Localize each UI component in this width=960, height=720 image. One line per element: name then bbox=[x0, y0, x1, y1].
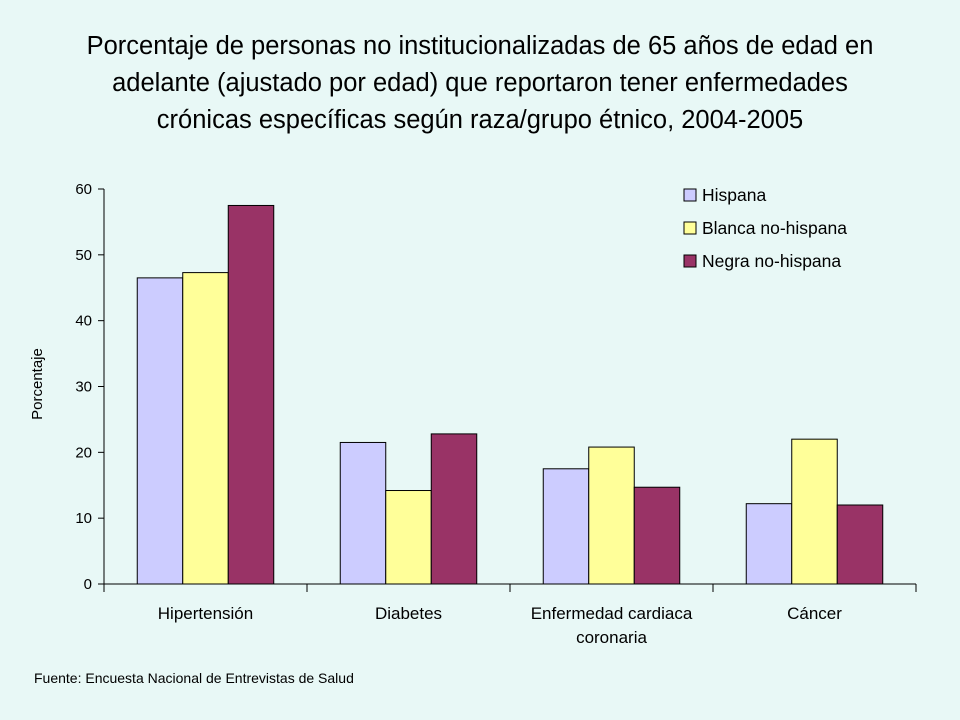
source-note: Fuente: Encuesta Nacional de Entrevistas… bbox=[34, 670, 354, 686]
y-tick-label: 10 bbox=[75, 510, 92, 527]
chart-title: Porcentaje de personas no institucionali… bbox=[20, 28, 940, 139]
bar-negra-no-hispana-0 bbox=[227, 204, 275, 585]
bar-hispana-3 bbox=[745, 503, 793, 585]
bar-blanca-no-hispana-1 bbox=[385, 490, 432, 585]
legend-swatch bbox=[683, 188, 697, 202]
x-tick-label: Enfermedad cardiaca bbox=[531, 604, 693, 623]
bar-negra-no-hispana-3 bbox=[836, 504, 884, 585]
legend-swatch bbox=[683, 254, 697, 268]
bar-hispana-1 bbox=[339, 441, 387, 585]
x-tick-label: Cáncer bbox=[787, 604, 842, 623]
legend-label: Hispana bbox=[702, 185, 766, 205]
bar-hispana-0 bbox=[136, 277, 184, 585]
bar-blanca-no-hispana-3 bbox=[791, 438, 838, 585]
bar-negra-no-hispana-1 bbox=[430, 433, 478, 585]
y-tick-label: 30 bbox=[75, 379, 92, 396]
y-tick-label: 0 bbox=[84, 576, 92, 593]
y-tick-label: 20 bbox=[75, 444, 92, 461]
legend-label: Blanca no-hispana bbox=[702, 218, 847, 238]
bar-blanca-no-hispana-0 bbox=[182, 272, 229, 585]
bar-blanca-no-hispana-2 bbox=[588, 446, 635, 585]
bar-negra-no-hispana-2 bbox=[633, 486, 681, 585]
chart-title-line-3: crónicas específicas según raza/grupo ét… bbox=[156, 106, 804, 134]
y-tick-label: 60 bbox=[75, 181, 92, 198]
y-axis-label: Porcentaje bbox=[29, 348, 46, 420]
bar-hispana-2 bbox=[542, 468, 590, 585]
legend-swatch bbox=[683, 221, 697, 235]
y-tick-label: 40 bbox=[75, 313, 92, 330]
x-tick-label: Hipertensión bbox=[158, 604, 253, 623]
x-tick-label: coronaria bbox=[576, 628, 647, 647]
x-tick-label: Diabetes bbox=[375, 604, 442, 623]
chart-title-line-2: adelante (ajustado por edad) que reporta… bbox=[112, 69, 848, 97]
y-tick-label: 50 bbox=[75, 247, 92, 264]
chart-title-line-1: Porcentaje de personas no institucionali… bbox=[86, 32, 874, 60]
legend-label: Negra no-hispana bbox=[702, 251, 841, 271]
